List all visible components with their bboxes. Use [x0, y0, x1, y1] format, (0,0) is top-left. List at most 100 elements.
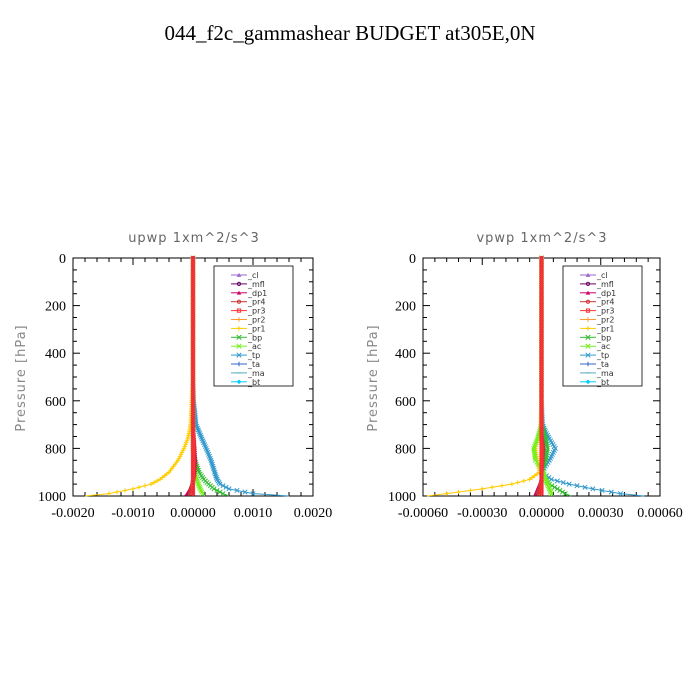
y-tick-label: 800 [45, 442, 66, 457]
legend-box [213, 265, 294, 387]
data-point [211, 486, 217, 492]
legend-item: _mfl [231, 280, 265, 289]
data-point [184, 491, 190, 496]
data-point [532, 473, 537, 478]
legend-item: _ta [231, 360, 260, 369]
data-point [617, 491, 624, 497]
legend-label: _pr1 [596, 324, 614, 333]
panel-upwp-plot: 0 200 400 600 800 1000-0.0020 -0.0010 0.00000 0.… [38, 252, 332, 521]
y-tick-label: 0 [409, 252, 416, 267]
x-tick-label: -0.0010 [111, 506, 154, 521]
data-point [590, 486, 596, 492]
panel-upwp: upwp 1xm^2/s^3 Pressure [hPa] 0 200 400 600… [14, 231, 332, 521]
data-point [557, 487, 563, 494]
y-tick-label: 0 [59, 252, 66, 267]
data-point [122, 488, 128, 493]
data-point [157, 477, 163, 482]
panel-upwp-ylabel: Pressure [hPa] [14, 324, 29, 431]
data-point [527, 477, 532, 482]
data-point [560, 479, 566, 486]
x-tick-label: 0.00060 [637, 506, 683, 521]
data-point [499, 483, 505, 488]
data-point [160, 475, 165, 480]
panel-vpwp-subtitle: vpwp 1xm^2/s^3 [476, 231, 607, 246]
data-point [164, 471, 169, 477]
x-tick-label: 0.0010 [234, 506, 273, 521]
legend-label: _pr1 [247, 324, 265, 333]
legend-item: _bt [580, 378, 609, 387]
data-point [195, 481, 201, 487]
legend-item: _tp [580, 351, 609, 360]
legend-label: _pr2 [596, 316, 614, 325]
data-point [196, 483, 202, 489]
legend-label: _dp1 [596, 289, 616, 298]
legend-label: _mfl [247, 280, 265, 289]
legend-item: _pr2 [231, 316, 265, 325]
legend-item: _ma [231, 369, 265, 378]
legend-label: _ta [247, 360, 260, 369]
x-tick-label: -0.00060 [398, 506, 448, 521]
data-point [562, 491, 568, 497]
legend: _cl_mfl_dp1_pr4_pr3_pr2_pr1_bp_ac_tp_ta_… [562, 265, 643, 387]
legend-item: _ac [231, 342, 261, 351]
y-tick-label: 400 [45, 347, 66, 362]
panel-vpwp: vpwp 1xm^2/s^3 Pressure [hPa] 0 200 400 600… [366, 231, 683, 521]
legend-label: _bp [247, 333, 262, 342]
x-tick-label: 0.00000 [519, 506, 565, 521]
data-point [200, 491, 206, 497]
legend-item: _pr4 [231, 298, 265, 307]
data-point [217, 481, 223, 487]
legend-item: _pr1 [580, 324, 614, 333]
legend-label: _ac [596, 342, 610, 351]
data-point [220, 483, 226, 489]
legend-label: _pr2 [247, 316, 265, 325]
data-point [444, 491, 449, 496]
legend-item: _cl [580, 271, 608, 280]
data-point [151, 480, 157, 485]
legend-item: _bp [231, 333, 262, 342]
data-point [136, 485, 142, 490]
data-point [114, 489, 120, 495]
panel-vpwp-ylabel: Pressure [hPa] [366, 324, 381, 431]
legend-label: _ta [596, 360, 609, 369]
data-point [539, 491, 544, 496]
x-tick-label: 0.00030 [578, 506, 624, 521]
legend-item: _pr3 [231, 307, 265, 316]
legend-label: _tp [247, 351, 260, 360]
legend-label: _bt [247, 378, 260, 387]
data-point [554, 486, 560, 492]
data-point [195, 479, 201, 486]
data-point [468, 488, 473, 493]
data-point [220, 491, 226, 497]
legend-label: _pr4 [247, 298, 265, 307]
legend-item: _pr2 [580, 316, 614, 325]
data-point [509, 481, 515, 487]
legend: _cl_mfl_dp1_pr4_pr3_pr2_pr1_bp_ac_tp_ta_… [213, 265, 294, 387]
figure-title: 044_f2c_gammashear BUDGET at305E,0N [164, 21, 535, 45]
legend-item: _pr4 [580, 298, 614, 307]
legend-label: _bt [596, 378, 609, 387]
legend-label: _cl [596, 271, 608, 280]
data-point [534, 471, 540, 477]
y-tick-label: 600 [45, 395, 66, 410]
panel-vpwp-plot: 0 200 400 600 800 1000-0.00060 -0.00030 0.00000… [388, 252, 683, 521]
data-point [214, 487, 220, 494]
y-tick-label: 400 [395, 347, 416, 362]
data-point [566, 481, 572, 487]
data-point [552, 484, 558, 490]
data-point [223, 484, 229, 490]
data-point [560, 489, 566, 495]
data-point [130, 486, 136, 492]
data-point [456, 489, 461, 495]
x-tick-label: 0.00000 [170, 506, 216, 521]
legend-item: _dp1 [580, 289, 616, 298]
data-point [582, 484, 588, 490]
y-tick-label: 200 [395, 300, 416, 315]
data-point [162, 473, 167, 478]
series-pr1 [426, 255, 544, 497]
data-point [574, 483, 580, 489]
legend-box [562, 265, 643, 387]
legend-item: _ma [580, 369, 614, 378]
x-tick-label: -0.00030 [457, 506, 507, 521]
y-tick-label: 200 [45, 300, 66, 315]
